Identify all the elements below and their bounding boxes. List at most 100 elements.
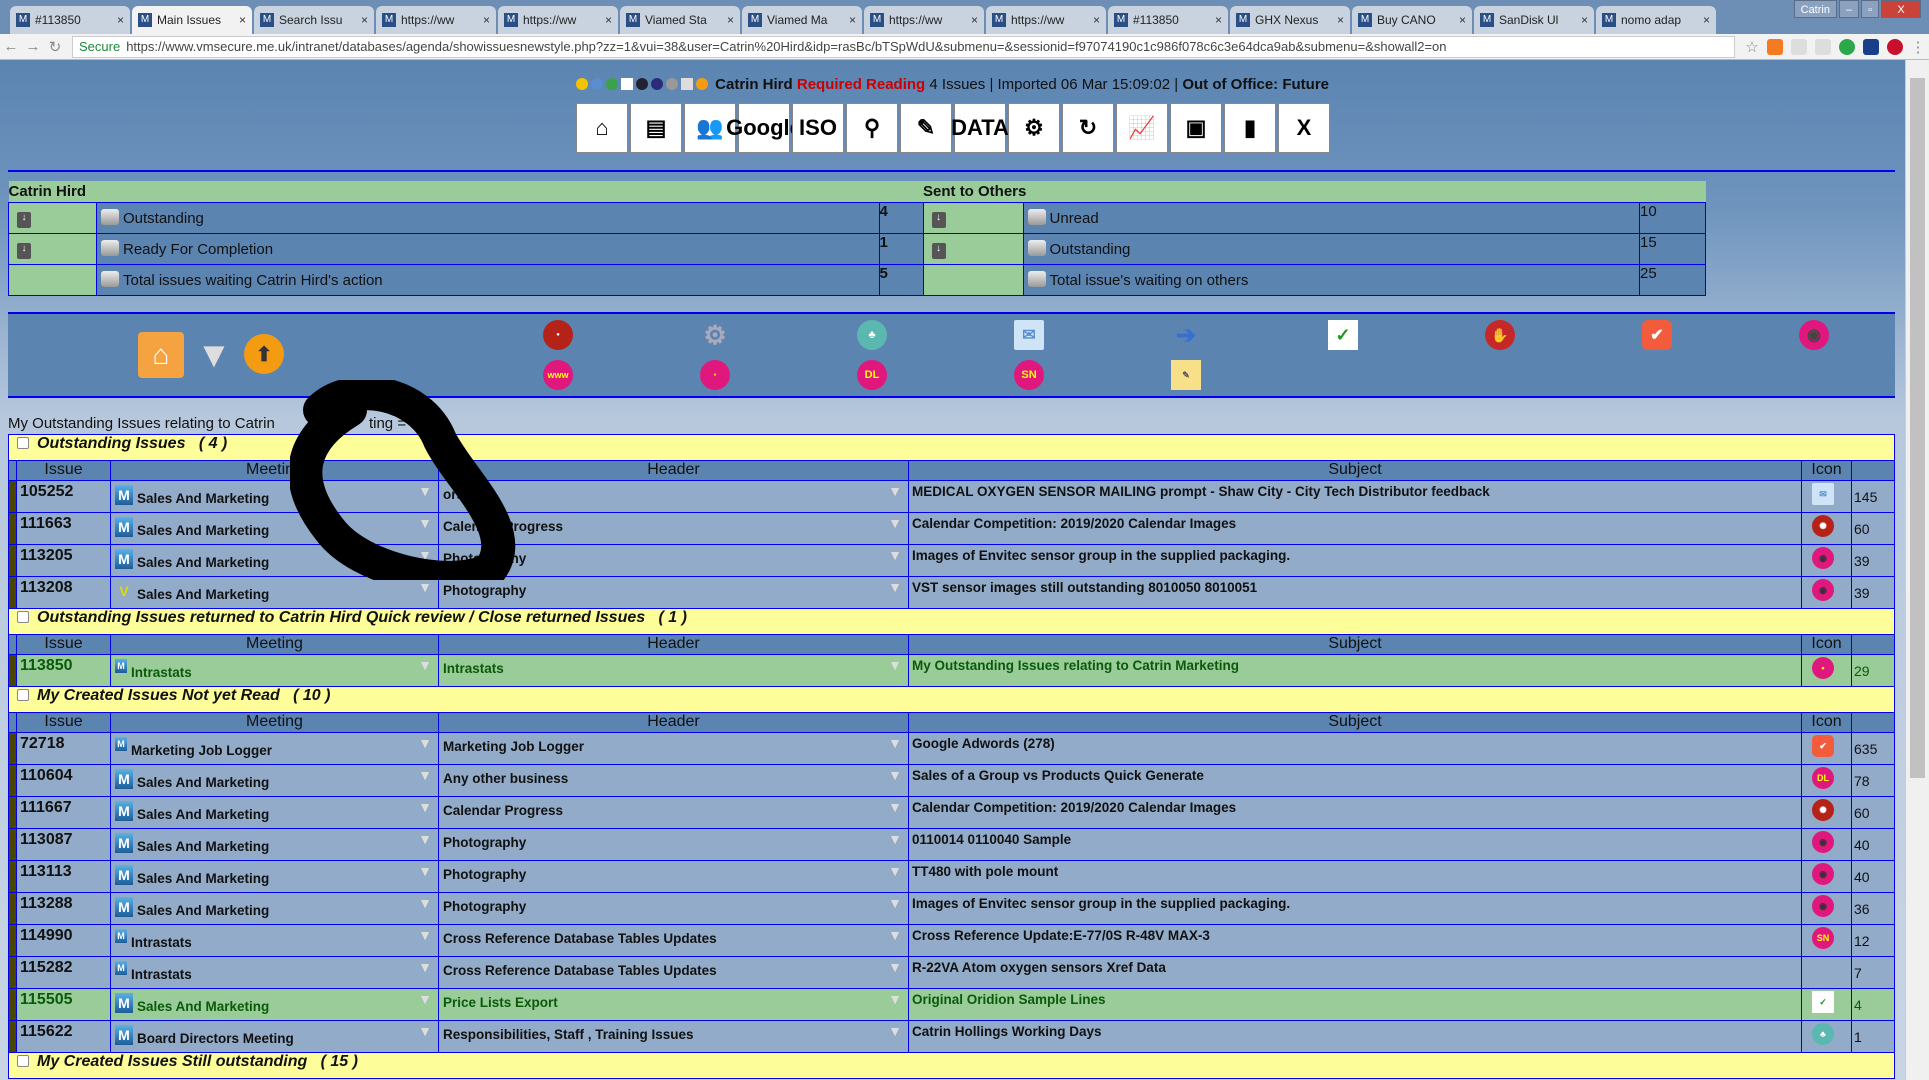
filter-icon[interactable]: ▼: [888, 927, 902, 943]
meeting-name[interactable]: Marketing Job Logger: [131, 743, 273, 758]
meeting-name[interactable]: Board Directors Meeting: [137, 1031, 294, 1046]
summary-label[interactable]: Ready For Completion: [123, 240, 274, 258]
header-text[interactable]: Photography: [443, 583, 527, 598]
tab-close-icon[interactable]: ×: [1214, 13, 1222, 27]
subject[interactable]: Catrin Hollings Working Days: [908, 1020, 1802, 1053]
home-icon[interactable]: ⌂: [576, 103, 628, 153]
info-icon[interactable]: [591, 78, 603, 90]
filter-icon[interactable]: ▼: [418, 547, 432, 563]
filter-icon[interactable]: ▼: [888, 483, 902, 499]
dl-icon[interactable]: DL: [857, 360, 887, 390]
summary-label[interactable]: Outstanding: [1049, 240, 1131, 258]
dl-icon[interactable]: DL: [1812, 767, 1834, 789]
subject[interactable]: R-22VA Atom oxygen sensors Xref Data: [908, 956, 1802, 989]
subject[interactable]: Images of Envitec sensor group in the su…: [908, 544, 1802, 577]
url-input[interactable]: Secure https://www.vmsecure.me.uk/intran…: [72, 35, 1735, 58]
tab-close-icon[interactable]: ×: [360, 13, 368, 27]
globe-icon[interactable]: [651, 78, 663, 90]
header-text[interactable]: Responsibilities, Staff , Training Issue…: [443, 1027, 694, 1042]
section-title[interactable]: Outstanding Issues: [37, 435, 186, 452]
header-text[interactable]: Calendar Progress: [443, 803, 564, 818]
refresh-small-icon[interactable]: [606, 78, 618, 90]
filter-icon[interactable]: ▼: [418, 767, 432, 783]
section-header[interactable]: My Created Issues Not yet Read ( 10 ): [8, 686, 1895, 713]
extension-grammarly-icon[interactable]: [1839, 38, 1855, 55]
sticky-note-icon[interactable]: ✎: [1171, 360, 1201, 390]
filter-icon[interactable]: ▼: [418, 959, 432, 975]
filter-icon[interactable]: ▼: [888, 547, 902, 563]
meeting-name[interactable]: Intrastats: [131, 935, 192, 950]
summary-label[interactable]: Total issues waiting Catrin Hird's actio…: [123, 271, 383, 289]
table-row[interactable]: 115282 M Intrastats ▼ Cross Reference Databa…: [8, 956, 1895, 989]
column-header-header[interactable]: Header: [438, 712, 909, 733]
extension-calendar-icon[interactable]: [1863, 38, 1879, 55]
pin-icon[interactable]: [636, 78, 648, 90]
section-header[interactable]: Outstanding Issues returned to Catrin Hi…: [8, 608, 1895, 635]
close-window-button[interactable]: X: [1881, 0, 1921, 18]
column-header-issue[interactable]: Issue: [16, 634, 111, 655]
meeting-name[interactable]: Sales And Marketing: [137, 903, 270, 918]
tab-11[interactable]: M Buy CANO ×: [1352, 6, 1472, 34]
summary-label-cell[interactable]: Outstanding: [1022, 232, 1641, 265]
mail-icon[interactable]: ✉: [1014, 320, 1044, 350]
header-text[interactable]: Photography: [443, 899, 527, 914]
subject[interactable]: Images of Envitec sensor group in the su…: [908, 892, 1802, 925]
tab-close-icon[interactable]: ×: [1702, 13, 1710, 27]
filter-icon[interactable]: ▼: [888, 895, 902, 911]
pink-camera-icon[interactable]: ◉: [1812, 831, 1834, 853]
filter-icon[interactable]: ▼: [418, 1023, 432, 1039]
filter-icon[interactable]: ▼: [888, 1023, 902, 1039]
chart-icon[interactable]: 📈: [1116, 103, 1168, 153]
book-icon[interactable]: ▮: [1224, 103, 1276, 153]
header-text[interactable]: Any other business: [443, 771, 569, 786]
forward-icon[interactable]: →: [25, 38, 41, 55]
summary-label-cell[interactable]: Unread: [1022, 201, 1641, 234]
upload-arrow-icon[interactable]: ⬆: [244, 334, 284, 374]
tab-2[interactable]: M Search Issu ×: [254, 6, 374, 34]
tab-6[interactable]: M Viamed Ma ×: [742, 6, 862, 34]
gear-icon[interactable]: ⚙: [1008, 103, 1060, 153]
section-title[interactable]: Outstanding Issues returned to Catrin Hi…: [37, 609, 646, 626]
column-header-meeting[interactable]: Meeting: [110, 712, 439, 733]
issue-number[interactable]: 113208: [16, 576, 111, 609]
subject[interactable]: Google Adwords (278): [908, 732, 1802, 765]
sn-icon[interactable]: SN: [1014, 360, 1044, 390]
extension-pocket-icon[interactable]: [1887, 38, 1903, 55]
subject[interactable]: Calendar Competition: 2019/2020 Calendar…: [908, 796, 1802, 829]
meeting-name[interactable]: Sales And Marketing: [137, 587, 270, 602]
issue-number[interactable]: 113288: [16, 892, 111, 925]
tab-close-icon[interactable]: ×: [482, 13, 490, 27]
red-badge-icon[interactable]: ✺: [1812, 799, 1834, 821]
table-row[interactable]: 110604 M Sales And Marketing ▼ Any other bus…: [8, 764, 1895, 797]
reload-icon[interactable]: ↻: [48, 38, 62, 56]
meeting-name[interactable]: Sales And Marketing: [137, 775, 270, 790]
orange-check-icon[interactable]: ✔: [1642, 320, 1672, 350]
home-icon[interactable]: ⌂: [138, 332, 184, 378]
menu-icon[interactable]: ⋮: [1910, 38, 1926, 56]
star-icon[interactable]: [576, 78, 588, 90]
section-title[interactable]: My Created Issues Not yet Read: [37, 687, 280, 704]
filter-icon[interactable]: ▼: [418, 735, 432, 751]
meeting-name[interactable]: Sales And Marketing: [137, 999, 270, 1014]
section-title-cell[interactable]: My Created Issues Not yet Read ( 10 ): [8, 686, 1895, 713]
summary-label-cell[interactable]: Total issue's waiting on others: [1022, 263, 1641, 296]
expand-down-icon[interactable]: ↓: [17, 212, 31, 228]
help-icon[interactable]: [696, 78, 708, 90]
column-header-icon[interactable]: Icon: [1801, 712, 1852, 733]
subject[interactable]: My Outstanding Issues relating to Catrin…: [908, 654, 1802, 687]
table-row[interactable]: 113288 M Sales And Marketing ▼ Photography ▼ I…: [8, 892, 1895, 925]
close-x-icon[interactable]: X: [1278, 103, 1330, 153]
tab-0[interactable]: M #113850 ×: [10, 6, 130, 34]
section-header[interactable]: Outstanding Issues ( 4 ): [8, 434, 1895, 461]
teal-people-icon[interactable]: ♣: [857, 320, 887, 350]
meeting-name[interactable]: Intrastats: [131, 967, 192, 982]
subject[interactable]: Original Oridion Sample Lines: [908, 988, 1802, 1021]
filter-icon[interactable]: ▼: [418, 515, 432, 531]
green-check-icon[interactable]: ✓: [1812, 991, 1834, 1013]
header-text[interactable]: Photography: [443, 835, 527, 850]
box-icon[interactable]: ▣: [1170, 103, 1222, 153]
pen-icon[interactable]: [621, 78, 633, 90]
refresh-icon[interactable]: ↻: [1062, 103, 1114, 153]
